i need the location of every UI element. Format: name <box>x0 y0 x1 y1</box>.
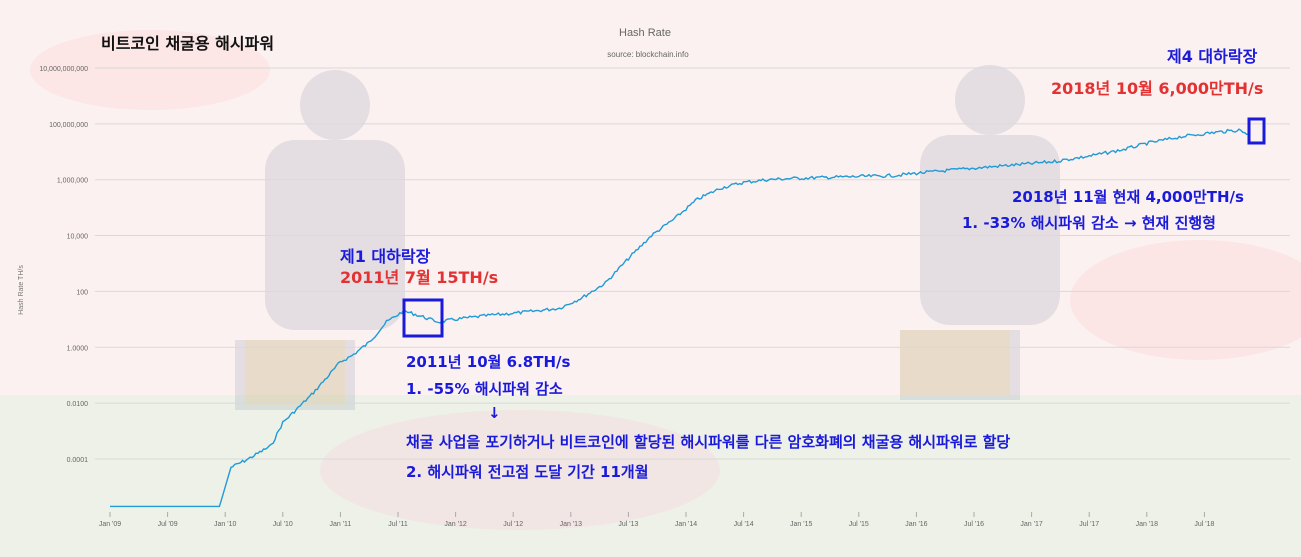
x-tick-label: Jul '18 <box>1194 521 1214 528</box>
y-tick-label: 0.0100 <box>67 401 89 408</box>
x-tick-label: Jul '16 <box>964 521 984 528</box>
y-tick-label: 0.0001 <box>67 457 89 464</box>
annotation-decrease-33: 1. -33% 해시파워 감소 → 현재 진행형 <box>962 214 1216 232</box>
annotation-down-arrow: ↓ <box>488 404 501 422</box>
annotation-oct-2011: 2011년 10월 6.8TH/s <box>406 353 571 371</box>
grid-lines <box>95 67 1290 460</box>
highlight-box-2011 <box>402 298 444 338</box>
x-axis-ticks: Jan '09 Jul '09 Jan '10 Jul '10 Jan '11 Jul '… <box>99 512 1215 528</box>
korean-title: 비트코인 채굴용 해시파워 <box>101 34 274 53</box>
x-tick-label: Jul '09 <box>158 521 178 528</box>
x-tick-label: Jul '11 <box>388 521 408 528</box>
x-tick-label: Jan '09 <box>99 521 121 528</box>
x-tick-label: Jul '10 <box>273 521 293 528</box>
annotation-first-crash-peak: 2011년 7월 15TH/s <box>340 268 499 287</box>
x-tick-label: Jul '15 <box>849 521 869 528</box>
x-tick-label: Jan '12 <box>444 521 466 528</box>
x-tick-label: Jan '13 <box>560 521 582 528</box>
annotation-fourth-crash-title: 제4 대하락장 <box>1167 47 1258 66</box>
x-tick-label: Jan '14 <box>675 521 697 528</box>
x-tick-label: Jul '12 <box>503 521 523 528</box>
annotation-first-crash-title: 제1 대하락장 <box>340 247 431 266</box>
chart-title: Hash Rate <box>619 27 671 39</box>
y-axis-ticks: 10,000,000,000 100,000,000 1,000,000 10,000… <box>39 66 88 464</box>
x-tick-label: Jan '16 <box>905 521 927 528</box>
x-tick-label: Jan '17 <box>1020 521 1042 528</box>
annotation-decrease-55: 1. -55% 해시파워 감소 <box>406 380 563 398</box>
y-tick-label: 10,000 <box>67 234 89 241</box>
y-tick-label: 100 <box>76 289 88 296</box>
x-tick-label: Jul '13 <box>618 521 638 528</box>
y-tick-label: 1,000,000 <box>57 178 88 185</box>
chart-subtitle: source: blockchain.info <box>607 50 689 59</box>
y-tick-label: 10,000,000,000 <box>39 66 88 73</box>
x-tick-label: Jan '10 <box>214 521 236 528</box>
annotation-reason: 채굴 사업을 포기하거나 비트코인에 할당된 해시파워를 다른 암호화폐의 채굴… <box>406 433 1011 451</box>
hash-rate-series-line <box>110 128 1251 508</box>
y-axis-label: Hash Rate TH/s <box>18 265 25 315</box>
annotation-fourth-crash-peak: 2018년 10월 6,000만TH/s <box>1051 79 1264 98</box>
highlight-box-2018 <box>1247 117 1266 145</box>
y-tick-label: 100,000,000 <box>49 122 88 129</box>
annotation-recovery-period: 2. 해시파워 전고점 도달 기간 11개월 <box>406 463 649 481</box>
x-tick-label: Jan '18 <box>1136 521 1158 528</box>
annotation-nov-2018: 2018년 11월 현재 4,000만TH/s <box>1012 188 1244 206</box>
x-tick-label: Jan '11 <box>329 521 351 528</box>
x-tick-label: Jul '17 <box>1079 521 1099 528</box>
x-tick-label: Jan '15 <box>790 521 812 528</box>
y-tick-label: 1.0000 <box>67 345 89 352</box>
x-tick-label: Jul '14 <box>734 521 754 528</box>
